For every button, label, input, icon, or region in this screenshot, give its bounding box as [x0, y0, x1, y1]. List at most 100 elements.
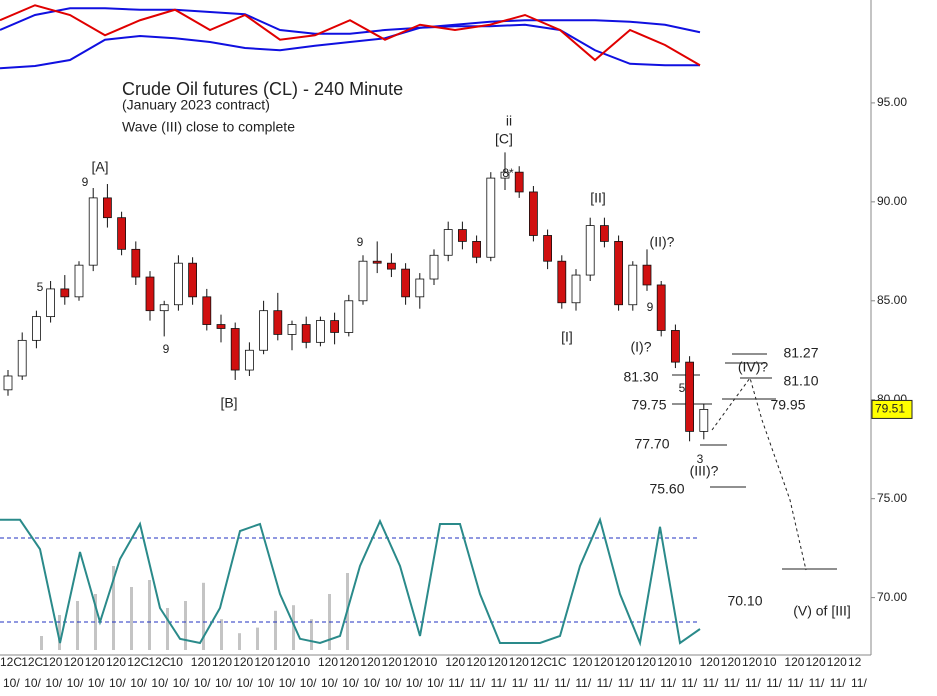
annotation: ii	[506, 113, 512, 129]
annotation: [B]	[220, 395, 237, 411]
candle-body	[17, 339, 27, 377]
candle-body	[287, 324, 297, 335]
x-tick-date: 10/	[385, 676, 402, 690]
candle-body	[401, 268, 411, 298]
candle-body	[386, 262, 396, 270]
annotation: 81.10	[783, 373, 818, 389]
annotation: 81.30	[623, 369, 658, 385]
x-tick-date: 10/	[67, 676, 84, 690]
x-tick-label: 120	[445, 655, 465, 669]
candle-body	[415, 278, 425, 298]
annotation: 9	[82, 175, 89, 189]
candle-body	[642, 264, 652, 286]
candle-body	[457, 229, 467, 242]
x-tick-label: 120	[403, 655, 423, 669]
candle-body	[372, 260, 382, 264]
x-tick-date: 11/	[787, 676, 803, 690]
x-tick-label: 10	[170, 655, 184, 669]
x-tick-label: 120	[382, 655, 402, 669]
candle-body	[159, 304, 169, 312]
x-tick-label: 120	[233, 655, 253, 669]
last-price-label: 79.51	[875, 402, 905, 416]
projection-path	[711, 376, 807, 571]
x-tick-date: 11/	[448, 676, 464, 690]
volume-bar	[310, 619, 313, 650]
annotation: (III)?	[690, 463, 719, 479]
x-tick-date: 11/	[469, 676, 485, 690]
x-tick-label: 120	[42, 655, 62, 669]
x-tick-date: 11/	[830, 676, 846, 690]
candle-body	[315, 320, 325, 343]
candle-body	[685, 361, 694, 432]
candle-body	[628, 264, 638, 306]
y-tick-label: 75.00	[877, 491, 907, 505]
candle-body	[103, 197, 112, 219]
x-tick-label: 12C	[148, 655, 170, 669]
x-tick-label: 120	[318, 655, 338, 669]
x-tick-label: 120	[636, 655, 656, 669]
indicator-line	[0, 516, 701, 647]
volume-bar	[184, 601, 187, 650]
candle-body	[557, 260, 567, 304]
x-tick-date: 10/	[342, 676, 359, 690]
annotation: 9	[647, 300, 654, 314]
x-tick-date: 11/	[660, 676, 676, 690]
x-tick-label: 12C	[530, 655, 552, 669]
candle-body	[571, 274, 581, 304]
x-tick-label: 120	[360, 655, 380, 669]
x-tick-date: 11/	[766, 676, 782, 690]
x-tick-date: 11/	[512, 676, 528, 690]
candle-body	[472, 241, 482, 258]
x-tick-date: 11/	[851, 676, 867, 690]
candle-body	[46, 288, 55, 318]
x-tick-date: 10/	[215, 676, 232, 690]
annotation: 9	[163, 342, 170, 356]
x-tick-label: 120	[721, 655, 741, 669]
candle-body	[500, 171, 510, 179]
chart-title: Crude Oil futures (CL) - 240 Minute	[122, 79, 403, 99]
x-tick-date: 10/	[427, 676, 444, 690]
candle-body	[344, 300, 354, 333]
candle-body	[671, 330, 680, 363]
x-tick-label: 120	[212, 655, 232, 669]
candle-body	[614, 241, 623, 306]
candle-body	[259, 310, 269, 351]
x-tick-date: 11/	[745, 676, 761, 690]
x-tick-date: 11/	[491, 676, 507, 690]
annotation: 70.10	[727, 593, 762, 609]
candle-body	[74, 264, 84, 298]
candle-body	[514, 171, 524, 193]
candle-body	[330, 320, 340, 333]
volume-bar	[112, 566, 115, 650]
x-tick-date: 11/	[703, 676, 719, 690]
x-tick-label: 120	[85, 655, 105, 669]
x-tick-label: 120	[254, 655, 274, 669]
annotation: (I)?	[631, 339, 652, 355]
volume-bar	[256, 627, 259, 650]
x-tick-date: 10/	[279, 676, 296, 690]
annotation: 81.27	[783, 345, 818, 361]
y-tick-label: 90.00	[877, 194, 907, 208]
candle-body	[244, 349, 254, 371]
x-tick-date: 10/	[24, 676, 41, 690]
chart-subtitle: (January 2023 contract)	[122, 97, 270, 113]
x-tick-label: 120	[488, 655, 508, 669]
volume-bar	[238, 633, 241, 650]
x-tick-label: 120	[700, 655, 720, 669]
volume-bar	[148, 580, 151, 650]
candle-body	[358, 260, 368, 302]
annotation: 5	[37, 280, 44, 294]
x-tick-label: 10	[763, 655, 777, 669]
x-tick-label: 120	[806, 655, 826, 669]
candle-body	[429, 254, 439, 280]
x-tick-date: 10/	[173, 676, 190, 690]
x-tick-date: 11/	[575, 676, 591, 690]
x-tick-label: 1C	[551, 655, 567, 669]
candle-body	[131, 248, 141, 278]
x-tick-label: 120	[191, 655, 211, 669]
x-tick-date: 10/	[194, 676, 211, 690]
x-tick-date: 10/	[321, 676, 338, 690]
x-tick-label: 10	[297, 655, 311, 669]
candle-body	[145, 276, 155, 312]
